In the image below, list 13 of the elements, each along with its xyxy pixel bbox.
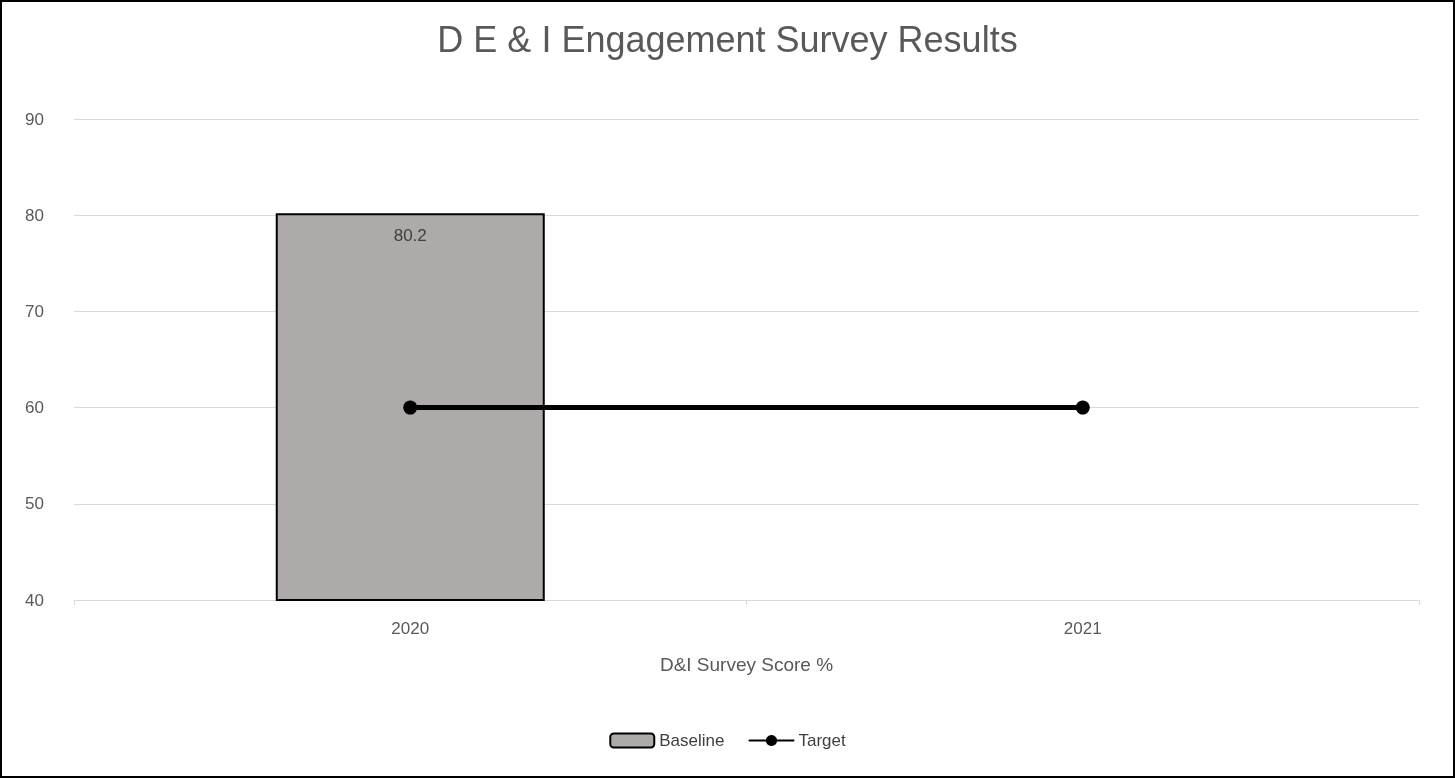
legend-label: Target (798, 731, 847, 750)
x-tick-label: 2021 (1063, 619, 1102, 638)
y-tick-label: 60 (25, 398, 44, 418)
y-tick-label: 90 (25, 109, 44, 129)
x-axis-title: D&I Survey Score % (659, 654, 834, 675)
y-tick-label: 40 (25, 590, 44, 610)
legend-label: Baseline (659, 731, 725, 750)
y-tick-label: 50 (25, 494, 44, 514)
y-tick-label: 70 (25, 301, 44, 321)
y-tick-label: 80 (25, 205, 44, 225)
x-tick-label: 2020 (391, 619, 430, 638)
data-label: 80.2 (393, 226, 427, 246)
chart-title: D E & I Engagement Survey Results (437, 18, 1018, 60)
